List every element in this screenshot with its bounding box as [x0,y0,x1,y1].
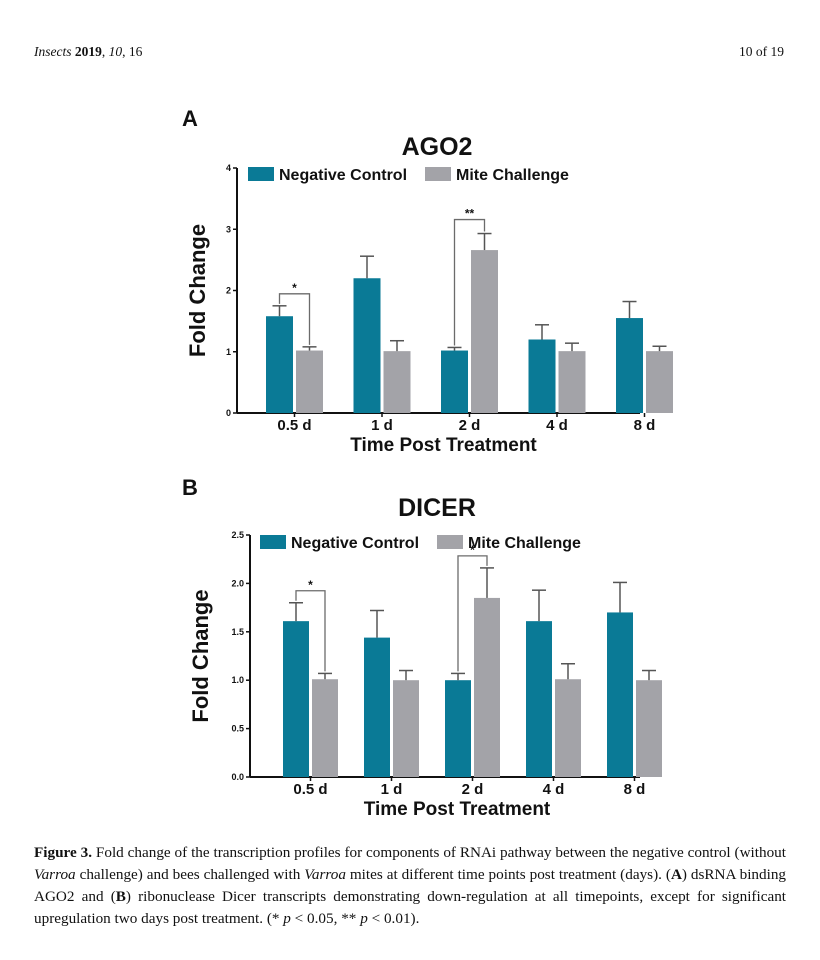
legend-label-mite-challenge: Mite Challenge [468,535,581,552]
legend-label-negative-control: Negative Control [279,167,407,184]
y-tick-label: 0.5 [231,724,244,734]
bar-mite-challenge [383,351,411,413]
caption-text: < 0.01). [367,910,420,927]
y-tick-label: 1.5 [231,627,244,637]
bar-negative-control [441,350,468,413]
bar-negative-control [445,680,471,777]
significance-bracket [457,555,488,672]
y-axis-label: Fold Change [188,589,213,722]
bar-negative-control [616,318,643,413]
bar-negative-control [353,278,381,413]
bar-negative-control [526,621,552,777]
figure-3: A AGO2 0 1 2 3 4 Fold Change Negative Control Mit… [182,106,673,820]
journal-name: Insects [34,44,72,59]
y-tick-label: 0 [226,408,231,418]
bar-mite-challenge [558,351,586,413]
y-tick-label: 1.0 [231,675,244,685]
caption-text: challenge) and bees challenged with [75,866,305,883]
x-tick-label: 0.5 d [293,781,327,798]
caption-text: ) ribonuclease Dicer transcripts demonst… [34,888,787,927]
figure-label: Figure 3. [34,844,93,861]
chart-panel-b: B DICER 0.0 0.5 1.0 1.5 2.0 2.5 Fold Change Negat… [182,475,662,820]
legend-swatch-negative-control [248,167,274,181]
caption-bold: B [115,888,126,905]
bar-negative-control [607,612,633,777]
significance-marker: ** [465,207,475,221]
x-tick-label: 8 d [634,417,656,434]
caption-italic: p [283,910,291,927]
caption-text: Fold change of the transcription profile… [92,844,786,861]
significance-bracket [295,590,326,672]
x-tick-label: 4 d [546,417,568,434]
y-tick-label: 2 [226,286,231,296]
panel-label: A [182,106,198,131]
x-axis-label: Time Post Treatment [350,435,537,456]
legend-swatch-mite-challenge [425,167,451,181]
x-tick-label: 0.5 d [277,417,311,434]
bar-negative-control [266,316,293,413]
bar-negative-control [283,621,309,777]
journal-year: 2019 [74,44,102,59]
bar-mite-challenge [474,597,500,777]
bar-mite-challenge [312,679,338,777]
significance-marker: * [292,281,297,295]
significance-marker: * [308,578,313,592]
chart-title: AGO2 [402,133,473,161]
caption-italic: p [360,910,368,927]
significance-bracket [453,218,486,346]
x-tick-label: 8 d [624,781,646,798]
bar-mite-challenge [636,680,662,777]
x-tick-label: 1 d [381,781,403,798]
x-tick-label: 2 d [459,417,481,434]
journal-citation: Insects 2019, 10, 16 [34,44,143,59]
caption-italic: Varroa [34,866,76,883]
page-indicator: 10 of 19 [739,44,784,59]
legend-label-negative-control: Negative Control [291,535,419,552]
y-tick-label: 2.0 [231,578,244,588]
article-number: 16 [128,44,143,59]
chart-title: DICER [398,494,476,522]
y-tick-label: 1 [226,347,231,357]
bar-negative-control [528,339,556,413]
x-tick-label: 1 d [371,417,393,434]
legend-swatch-negative-control [260,535,286,549]
caption-text: mites at different time points post trea… [345,866,671,883]
bar-mite-challenge [471,250,498,413]
bar-mite-challenge [296,350,323,413]
bar-mite-challenge [555,679,581,777]
x-axis-label: Time Post Treatment [364,799,551,820]
bar-negative-control [364,637,390,777]
legend-swatch-mite-challenge [437,535,463,549]
significance-marker: * [470,543,475,557]
y-tick-label: 4 [226,163,231,173]
x-tick-label: 2 d [462,781,484,798]
x-tick-label: 4 d [543,781,565,798]
panel-label: B [182,475,198,500]
bar-mite-challenge [393,680,419,777]
legend-label-mite-challenge: Mite Challenge [456,167,569,184]
journal-volume: 10 [108,44,123,59]
y-tick-label: 3 [226,224,231,234]
chart-panel-a: A AGO2 0 1 2 3 4 Fold Change Negative Control Mit… [182,106,673,456]
caption-text: ) dsRNA binding AGO2 and ( [34,866,787,905]
caption-text: < 0.05, ** [290,910,361,927]
bar-mite-challenge [646,351,673,413]
caption-bold: A [670,866,682,883]
caption-italic: Varroa [304,866,346,883]
y-axis-label: Fold Change [185,224,210,357]
y-tick-label: 2.5 [231,530,244,540]
figure-caption: Figure 3. Fold change of the transcripti… [34,842,786,930]
y-tick-label: 0.0 [231,772,244,782]
significance-bracket [278,293,311,345]
